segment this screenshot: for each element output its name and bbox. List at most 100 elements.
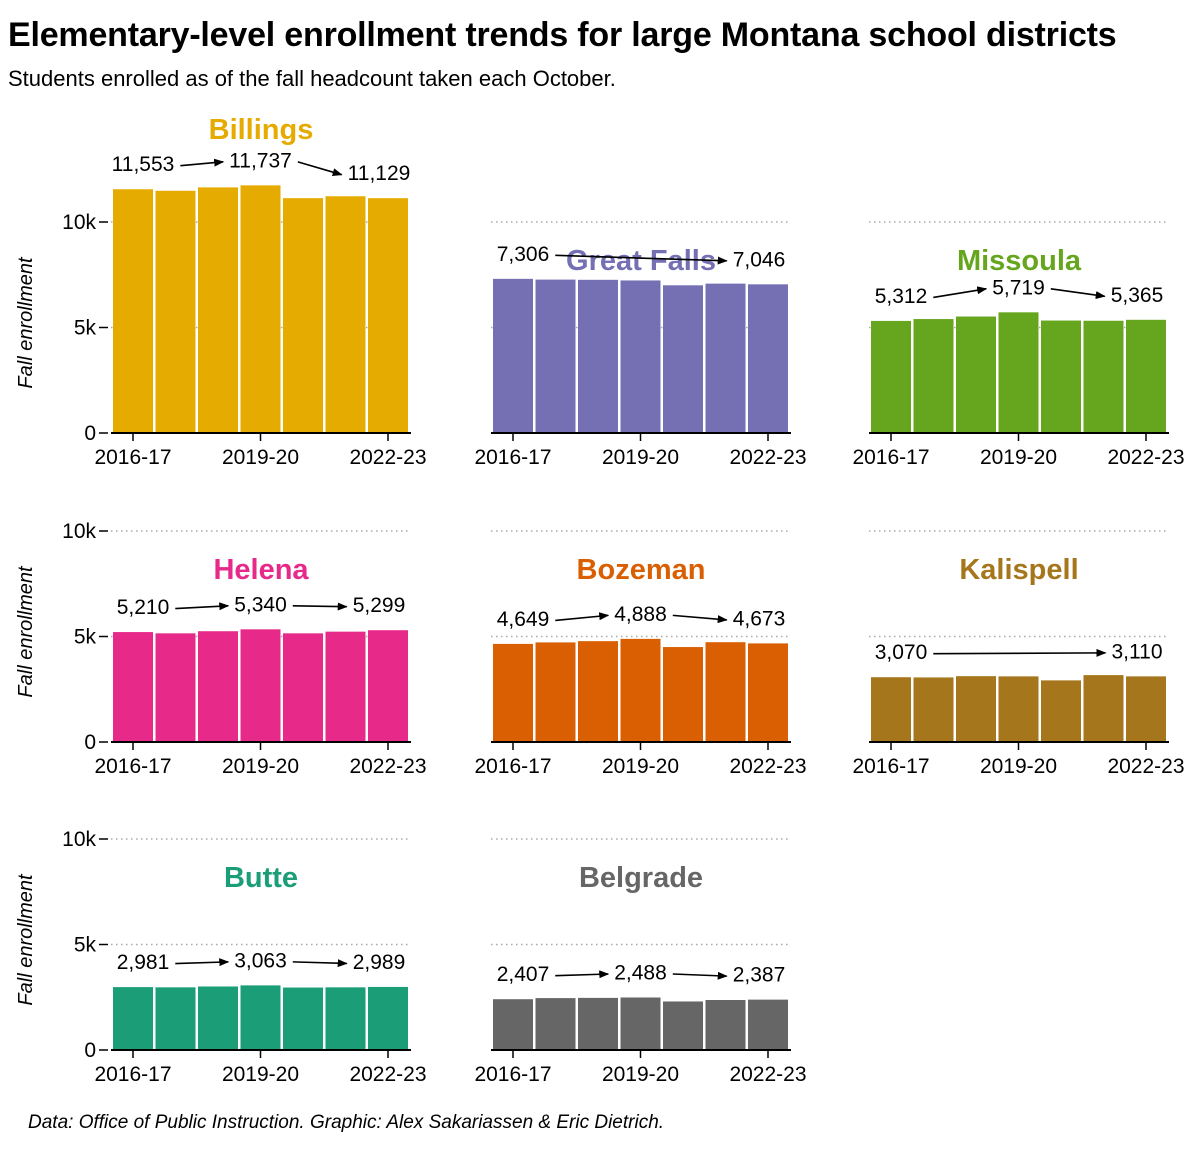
data-label: 2,407 <box>497 963 550 986</box>
bar <box>748 999 788 1050</box>
data-label: 4,649 <box>497 608 550 631</box>
data-label: 7,046 <box>733 248 786 271</box>
data-label: 3,070 <box>875 641 928 664</box>
y-axis-label: Fall enrollment <box>15 256 37 389</box>
bar <box>368 630 408 742</box>
bar <box>913 677 954 742</box>
bar <box>535 998 576 1050</box>
y-tick-label: 10k <box>62 520 96 543</box>
x-tick-label: 2016-17 <box>94 446 171 469</box>
data-label: 2,387 <box>733 964 786 987</box>
bar <box>871 677 911 742</box>
data-label: 2,488 <box>614 962 667 985</box>
trend-arrow <box>1050 288 1106 300</box>
chart-subtitle: Students enrolled as of the fall headcou… <box>8 66 616 91</box>
data-label: 4,673 <box>733 607 786 630</box>
data-label: 11,129 <box>348 162 411 185</box>
x-tick-label: 2022-23 <box>1107 755 1184 778</box>
bar <box>705 283 746 433</box>
trend-arrow <box>672 971 728 980</box>
bar <box>283 198 323 433</box>
x-tick-label: 2016-17 <box>94 1063 171 1086</box>
trend-arrow <box>175 602 230 611</box>
bar <box>1041 320 1081 433</box>
bar <box>998 312 1039 433</box>
bar <box>1083 675 1124 742</box>
panel-title: Great Falls <box>566 245 716 277</box>
bar <box>871 320 911 433</box>
y-tick-label: 0 <box>84 422 96 445</box>
y-tick-label: 0 <box>84 1039 96 1062</box>
bar <box>956 316 996 433</box>
bar <box>113 632 153 742</box>
bar <box>283 633 323 742</box>
data-label: 11,553 <box>112 153 175 176</box>
bar <box>705 642 746 742</box>
trend-arrow <box>933 648 1107 657</box>
panel-title: Kalispell <box>959 554 1078 586</box>
x-tick-label: 2022-23 <box>349 755 426 778</box>
bar <box>663 285 703 433</box>
bar <box>956 676 996 742</box>
bar <box>493 278 533 433</box>
x-tick-label: 2016-17 <box>852 755 929 778</box>
bar <box>113 987 153 1050</box>
y-tick-label: 5k <box>74 626 97 649</box>
bar <box>155 190 196 433</box>
bar <box>620 638 661 742</box>
x-tick-label: 2022-23 <box>349 1063 426 1086</box>
trend-arrow <box>297 161 343 176</box>
panel-title: Missoula <box>957 245 1082 277</box>
panel-title: Butte <box>224 862 298 894</box>
data-label: 11,737 <box>229 149 292 172</box>
bar <box>578 997 618 1050</box>
bar <box>155 987 196 1050</box>
trend-arrow <box>555 970 610 979</box>
x-tick-label: 2022-23 <box>729 1063 806 1086</box>
bar <box>113 189 153 433</box>
bar <box>198 631 238 742</box>
data-label: 5,312 <box>875 285 928 308</box>
y-tick-label: 10k <box>62 828 96 851</box>
bar <box>578 279 618 433</box>
bar <box>240 629 281 742</box>
x-tick-label: 2016-17 <box>474 755 551 778</box>
y-tick-label: 5k <box>74 934 97 957</box>
bar <box>198 986 238 1050</box>
data-label: 5,340 <box>234 593 287 616</box>
trend-arrow <box>933 286 988 299</box>
panel-title: Belgrade <box>579 862 703 894</box>
data-label: 2,989 <box>353 951 406 974</box>
trend-arrow <box>175 958 230 967</box>
trend-arrow <box>292 959 348 968</box>
data-label: 7,306 <box>497 243 550 266</box>
data-label: 5,299 <box>353 594 406 617</box>
x-tick-label: 2022-23 <box>729 446 806 469</box>
bar <box>493 999 533 1050</box>
chart-title: Elementary-level enrollment trends for l… <box>8 16 1117 54</box>
x-tick-label: 2019-20 <box>602 755 679 778</box>
bar <box>705 999 746 1050</box>
x-tick-label: 2019-20 <box>222 755 299 778</box>
panel-title: Billings <box>209 114 314 146</box>
bar <box>1083 320 1124 433</box>
bar <box>998 676 1039 742</box>
x-tick-label: 2022-23 <box>1107 446 1184 469</box>
x-tick-label: 2022-23 <box>349 446 426 469</box>
data-label: 5,210 <box>117 596 170 619</box>
bar <box>1041 680 1081 742</box>
bar <box>535 279 576 433</box>
data-label: 2,981 <box>117 951 170 974</box>
source-note: Data: Office of Public Instruction. Grap… <box>28 1112 665 1133</box>
y-axis-label: Fall enrollment <box>15 873 37 1006</box>
x-tick-label: 2019-20 <box>980 755 1057 778</box>
data-label: 3,063 <box>234 949 287 972</box>
x-tick-label: 2019-20 <box>602 446 679 469</box>
x-tick-label: 2016-17 <box>852 446 929 469</box>
trend-arrow <box>180 158 225 167</box>
bar <box>748 643 788 742</box>
bar <box>325 631 366 742</box>
trend-arrow <box>672 614 728 624</box>
y-axis-label: Fall enrollment <box>15 565 37 698</box>
